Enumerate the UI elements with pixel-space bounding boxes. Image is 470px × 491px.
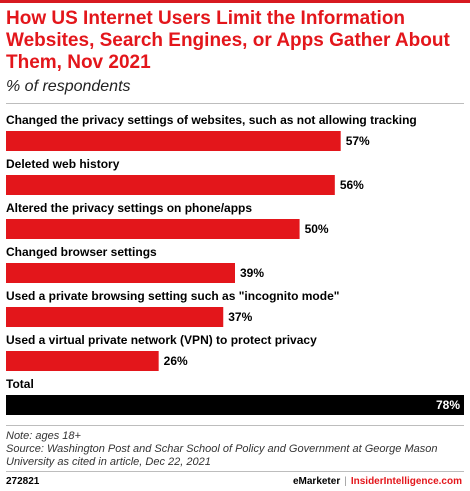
brand-insider-intelligence: InsiderIntelligence.com (350, 476, 462, 487)
category-label: Used a virtual private network (VPN) to … (6, 333, 317, 347)
bar (6, 263, 235, 283)
bar (6, 219, 300, 239)
source-note: Note: ages 18+ Source: Washington Post a… (6, 430, 464, 469)
value-label: 50% (305, 222, 329, 236)
bar (6, 175, 335, 195)
brand-emarketer: eMarketer (292, 476, 341, 487)
brand-credit: eMarketer | InsiderIntelligence.com (293, 476, 462, 487)
category-label: Used a private browsing setting such as … (6, 289, 339, 303)
category-label: Changed the privacy settings of websites… (6, 113, 417, 127)
total-bar (6, 395, 464, 415)
value-label: 37% (228, 310, 252, 324)
chart-id: 272821 (6, 476, 40, 487)
chart-subtitle: % of respondents (6, 78, 131, 95)
value-label: 56% (340, 178, 364, 192)
bar (6, 131, 341, 151)
top-accent-rule (0, 0, 470, 3)
note-line: Note: ages 18+ (6, 430, 81, 442)
category-label: Deleted web history (6, 157, 120, 171)
source-line: Source: Washington Post and Schar School… (6, 443, 438, 468)
bar (6, 351, 159, 371)
chart-title: How US Internet Users Limit the Informat… (6, 8, 450, 73)
category-label: Total (6, 377, 34, 391)
brand-separator: | (344, 476, 347, 487)
category-label: Altered the privacy settings on phone/ap… (6, 201, 252, 215)
value-label: 78% (436, 398, 460, 412)
footer-divider (6, 425, 464, 426)
header-divider (6, 103, 464, 104)
value-label: 26% (164, 354, 188, 368)
value-label: 39% (240, 266, 264, 280)
category-label: Changed browser settings (6, 245, 157, 259)
value-label: 57% (346, 134, 370, 148)
bottom-divider (6, 471, 464, 472)
bar (6, 307, 224, 327)
